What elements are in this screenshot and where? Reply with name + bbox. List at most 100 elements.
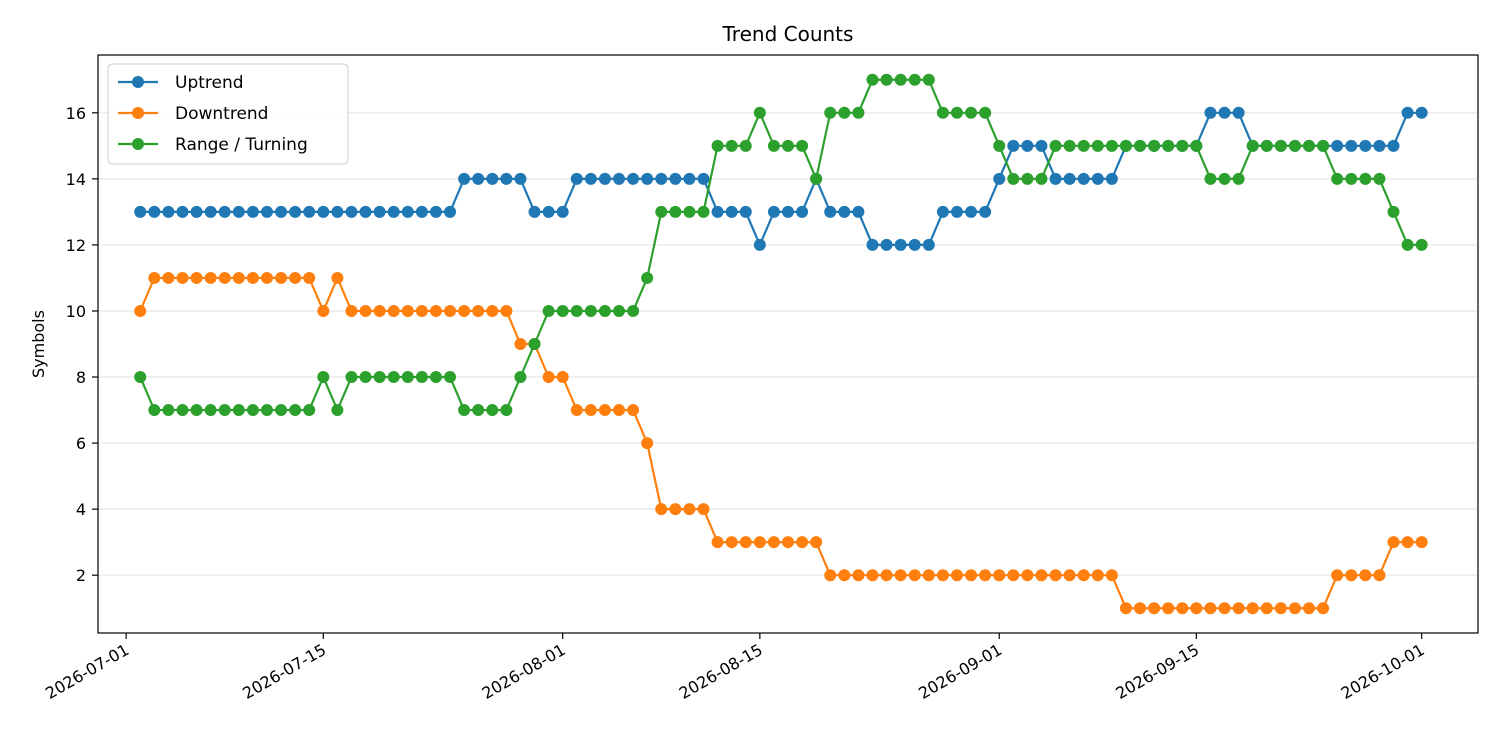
data-point bbox=[838, 106, 851, 119]
data-point bbox=[950, 205, 963, 218]
data-point bbox=[429, 304, 442, 317]
data-point bbox=[1091, 172, 1104, 185]
data-point bbox=[486, 404, 499, 417]
data-point bbox=[458, 404, 471, 417]
data-point bbox=[542, 371, 555, 384]
legend-marker bbox=[132, 76, 144, 88]
data-point bbox=[275, 404, 288, 417]
series-layer bbox=[134, 73, 1428, 615]
data-point bbox=[613, 172, 626, 185]
data-point bbox=[908, 569, 921, 582]
data-point bbox=[1007, 172, 1020, 185]
data-point bbox=[176, 205, 189, 218]
data-point bbox=[669, 503, 682, 516]
data-point bbox=[838, 569, 851, 582]
data-point bbox=[1415, 536, 1428, 549]
data-point bbox=[1288, 139, 1301, 152]
data-point bbox=[204, 205, 217, 218]
data-point bbox=[1415, 106, 1428, 119]
data-point bbox=[683, 205, 696, 218]
data-point bbox=[514, 172, 527, 185]
data-point bbox=[1049, 172, 1062, 185]
data-point bbox=[613, 304, 626, 317]
data-point bbox=[1204, 172, 1217, 185]
legend-label: Downtrend bbox=[175, 104, 268, 124]
data-point bbox=[796, 139, 809, 152]
data-point bbox=[1021, 569, 1034, 582]
data-point bbox=[894, 238, 907, 251]
data-point bbox=[1077, 569, 1090, 582]
data-point bbox=[936, 106, 949, 119]
data-point bbox=[922, 73, 935, 86]
data-point bbox=[218, 404, 231, 417]
data-point bbox=[1246, 139, 1259, 152]
data-point bbox=[627, 304, 640, 317]
data-point bbox=[1190, 602, 1203, 615]
data-point bbox=[993, 172, 1006, 185]
data-point bbox=[500, 172, 513, 185]
data-point bbox=[1345, 139, 1358, 152]
data-point bbox=[1134, 139, 1147, 152]
data-point bbox=[979, 205, 992, 218]
data-point bbox=[570, 172, 583, 185]
data-point bbox=[880, 73, 893, 86]
data-point bbox=[1105, 139, 1118, 152]
data-point bbox=[1260, 139, 1273, 152]
data-point bbox=[415, 304, 428, 317]
data-point bbox=[711, 205, 724, 218]
data-point bbox=[880, 569, 893, 582]
data-point bbox=[584, 172, 597, 185]
data-point bbox=[162, 404, 175, 417]
data-point bbox=[373, 205, 386, 218]
data-point bbox=[697, 503, 710, 516]
data-point bbox=[936, 205, 949, 218]
data-point bbox=[1190, 139, 1203, 152]
data-point bbox=[1303, 139, 1316, 152]
data-point bbox=[373, 371, 386, 384]
data-point bbox=[148, 404, 161, 417]
data-point bbox=[190, 205, 203, 218]
data-point bbox=[866, 569, 879, 582]
data-point bbox=[1331, 139, 1344, 152]
legend-label: Uptrend bbox=[175, 73, 244, 93]
data-point bbox=[556, 304, 569, 317]
data-point bbox=[1162, 602, 1175, 615]
data-point bbox=[359, 304, 372, 317]
data-point bbox=[739, 205, 752, 218]
data-point bbox=[1218, 602, 1231, 615]
data-point bbox=[1401, 106, 1414, 119]
data-point bbox=[838, 205, 851, 218]
data-point bbox=[232, 205, 245, 218]
data-point bbox=[1387, 205, 1400, 218]
data-point bbox=[936, 569, 949, 582]
data-point bbox=[148, 205, 161, 218]
data-point bbox=[331, 205, 344, 218]
data-point bbox=[415, 371, 428, 384]
data-point bbox=[767, 536, 780, 549]
data-point bbox=[1232, 106, 1245, 119]
data-point bbox=[387, 304, 400, 317]
data-point bbox=[303, 404, 316, 417]
data-point bbox=[1345, 569, 1358, 582]
data-point bbox=[1401, 238, 1414, 251]
data-point bbox=[1021, 139, 1034, 152]
data-point bbox=[345, 205, 358, 218]
data-point bbox=[1331, 172, 1344, 185]
chart-title: Trend Counts bbox=[722, 22, 854, 46]
data-point bbox=[514, 338, 527, 350]
data-point bbox=[373, 304, 386, 317]
data-point bbox=[246, 205, 259, 218]
data-point bbox=[965, 106, 978, 119]
data-point bbox=[444, 205, 457, 218]
data-point bbox=[401, 205, 414, 218]
data-point bbox=[1218, 172, 1231, 185]
data-point bbox=[317, 304, 330, 317]
data-point bbox=[444, 304, 457, 317]
data-point bbox=[613, 404, 626, 417]
data-point bbox=[232, 404, 245, 417]
y-tick-label: 14 bbox=[66, 170, 86, 189]
data-point bbox=[556, 371, 569, 384]
data-point bbox=[782, 139, 794, 152]
data-point bbox=[753, 238, 766, 251]
data-point bbox=[472, 304, 485, 317]
